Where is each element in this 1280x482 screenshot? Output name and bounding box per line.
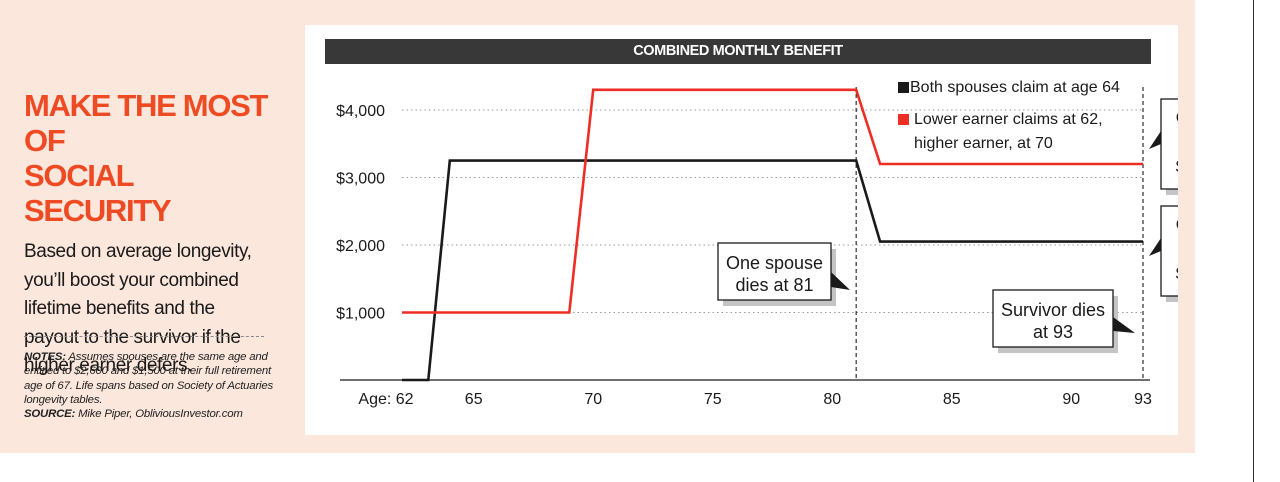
y-tick-label: $2,000	[336, 238, 385, 255]
dashed-divider	[24, 336, 264, 337]
callout-spouse-dies-text: One spouse dies at 81	[726, 253, 823, 295]
notes-text: Assumes spouses are the same age and ent…	[24, 351, 273, 406]
callout-survivor-dies-box	[992, 289, 1114, 348]
line-chart: $1,000 $2,000 $3,000 $4,000 Age: 62 65 70 75 80 8…	[336, 79, 1178, 408]
chart-title: COMBINED MONTHLY BENEFIT	[325, 39, 1151, 64]
x-tick-label: 70	[584, 391, 602, 408]
callout-survivor-dies-text: Survivor dies at 93	[1001, 300, 1105, 342]
sidebar: MAKE THE MOST OF SOCIAL SECURITY Based o…	[24, 88, 274, 381]
cumulative-label-line1: Cumulative	[1176, 216, 1178, 234]
legend-swatch-both-64	[898, 82, 909, 93]
cumulative-value: $1,180,512	[1176, 158, 1178, 176]
source-text: Mike Piper, ObliviousInvestor.com	[78, 408, 243, 421]
cumulative-pointer	[1149, 238, 1161, 256]
y-tick-label: $3,000	[336, 171, 385, 188]
series-line-2	[402, 88, 1143, 314]
y-tick-label: $4,000	[336, 103, 385, 120]
series-line-1	[402, 159, 1143, 382]
callout-spouse-dies-pointer	[831, 272, 850, 290]
source-label: SOURCE:	[24, 408, 76, 421]
page-divider-line	[1253, 0, 1254, 482]
notes-label: NOTES:	[24, 351, 66, 363]
y-tick-label: $1,000	[336, 306, 385, 323]
callout-survivor-dies-pointer	[1113, 317, 1135, 333]
x-tick-label: 65	[465, 391, 483, 408]
cumulative-pointer	[1149, 131, 1161, 149]
notes-block: NOTES: Assumes spouses are the same age …	[24, 350, 274, 421]
headline: MAKE THE MOST OF SOCIAL SECURITY	[24, 88, 268, 228]
legend-label-62-70: Lower earner claims at 62, higher earner,…	[914, 111, 1103, 152]
x-tick-label: 85	[943, 391, 961, 408]
legend-swatch-62-70	[898, 114, 909, 125]
x-tick-label: 90	[1062, 391, 1080, 408]
chart-container: $1,000 $2,000 $3,000 $4,000 Age: 62 65 70 75 80 8…	[305, 25, 1178, 435]
legend-label-both-64: Both spouses claim at age 64	[910, 79, 1120, 96]
cumulative-value: $1,008,000	[1176, 265, 1178, 283]
x-tick-label: Age: 62	[358, 391, 413, 408]
dek-text: Based on average longevity, you’ll boost…	[24, 241, 252, 376]
cumulative-label-line1: Cumulative	[1176, 109, 1178, 127]
callout-spouse-dies-box	[717, 242, 832, 301]
x-tick-label: 80	[823, 391, 841, 408]
x-tick-label: 93	[1134, 391, 1152, 408]
x-tick-label: 75	[704, 391, 722, 408]
